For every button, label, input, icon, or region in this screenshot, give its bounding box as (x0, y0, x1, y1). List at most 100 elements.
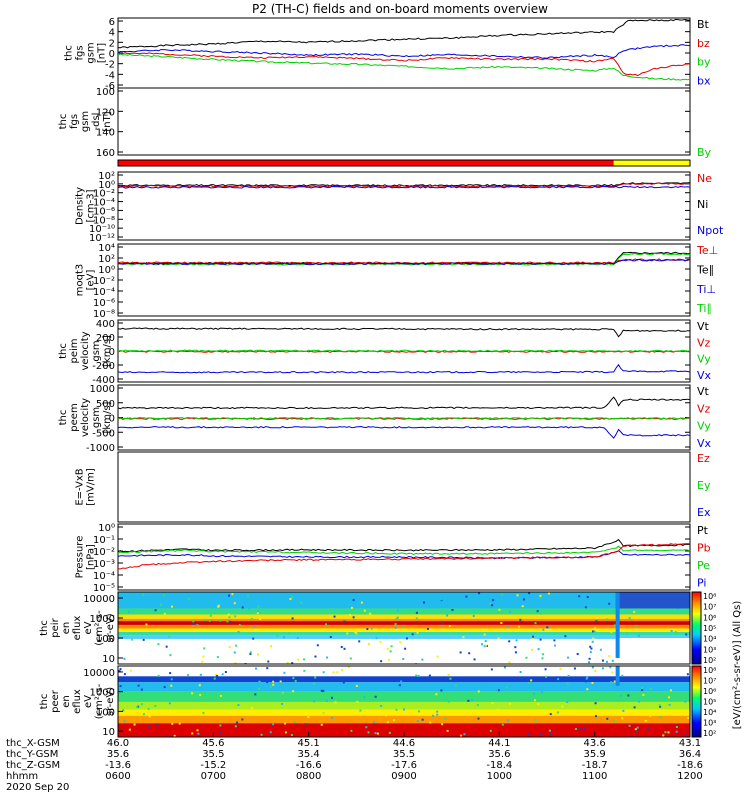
y-axis-label: thc (58, 114, 69, 130)
legend-entry: Npot (697, 224, 724, 237)
y-axis-label: [nPa] (86, 544, 97, 570)
flux-speckle (490, 668, 493, 671)
flux-speckle (347, 666, 350, 669)
y-axis-label: gsm (86, 42, 97, 63)
flux-speckle (621, 674, 624, 677)
flux-speckle (395, 708, 398, 711)
flux-speckle (219, 694, 222, 697)
flux-speckle (491, 702, 494, 705)
flux-speckle (548, 729, 551, 732)
flux-speckle (656, 679, 659, 682)
y-axis-label: eV (83, 695, 94, 708)
flux-speckle (196, 729, 199, 732)
energy-band (118, 691, 690, 702)
series-line (118, 349, 690, 353)
flux-speckle (366, 628, 369, 631)
flux-speckle (159, 603, 162, 606)
flux-speckle (128, 728, 131, 731)
energy-band (118, 701, 690, 710)
flux-speckle (489, 729, 492, 732)
flux-speckle (564, 635, 567, 638)
series-group (118, 18, 690, 81)
flux-speckle (169, 734, 172, 737)
y-axis-label: (cm²-s- (94, 683, 105, 719)
flux-speckle (528, 592, 531, 595)
flux-speckle (683, 695, 686, 698)
flux-speckle (628, 724, 631, 727)
y-tick-label: 200 (96, 333, 115, 344)
flux-speckle (644, 719, 647, 722)
legend-entry: Ex (697, 506, 711, 519)
flux-speckle (307, 715, 310, 718)
flux-speckle (165, 597, 168, 600)
flux-speckle (508, 640, 511, 643)
flux-speckle (216, 674, 219, 677)
flux-speckle (350, 606, 353, 609)
flux-speckle (530, 648, 533, 651)
flux-speckle (525, 656, 528, 659)
flux-speckle (404, 647, 407, 650)
flux-speckle (505, 686, 508, 689)
flux-speckle (322, 689, 325, 692)
flux-speckle (484, 640, 487, 643)
legend-entry: bz (697, 37, 710, 50)
x-tick-label: 0900 (391, 771, 416, 782)
flux-speckle (668, 703, 671, 706)
y-tick-label: 10² (98, 171, 115, 182)
flux-speckle (592, 637, 595, 640)
series-line (118, 53, 690, 81)
series-group (118, 538, 690, 570)
flux-speckle (606, 717, 609, 720)
flux-speckle (422, 710, 425, 713)
flux-speckle (398, 606, 401, 609)
y-tick-label: -400 (92, 375, 115, 386)
flux-speckle (417, 675, 420, 678)
flux-speckle (435, 693, 438, 696)
flux-speckle (687, 717, 690, 720)
flux-speckle (559, 667, 562, 670)
x-tick-label: -13.6 (105, 760, 131, 771)
flux-speckle (217, 604, 220, 607)
legend-entry: Vy (697, 353, 711, 366)
y-tick-label: 0 (109, 414, 115, 425)
colorbar-tick: 10⁷ (703, 603, 716, 612)
legend-entry: Vz (697, 402, 711, 415)
panel-7: E=-VxB [mV/m] Ez Ey Ex (75, 451, 711, 523)
flux-speckle (187, 597, 190, 600)
energy-band (118, 635, 690, 639)
flux-speckle (231, 593, 234, 596)
flux-speckle (549, 733, 552, 736)
y-axis-label: gsm (91, 340, 102, 361)
y-axis-label: gsm (80, 111, 91, 132)
flux-speckle (677, 683, 680, 686)
flux-speckle (148, 715, 151, 718)
y-axis-label: peim (69, 338, 80, 363)
flux-speckle (294, 720, 297, 723)
flux-speckle (209, 614, 212, 617)
flux-speckle (508, 611, 511, 614)
flux-speckle (506, 625, 509, 628)
panel-2: By (117, 146, 712, 167)
y-axis-label: thc (58, 343, 69, 359)
flux-speckle (266, 681, 269, 684)
flux-speckle (329, 636, 332, 639)
flux-speckle (659, 705, 662, 708)
flux-speckle (664, 731, 667, 734)
colorbar-tick: 10⁵ (703, 698, 716, 707)
x-tick-label: 46.0 (107, 738, 129, 749)
flux-speckle (352, 616, 355, 619)
energy-band (118, 608, 690, 615)
plot-title: P2 (TH-C) fields and on-board moments ov… (252, 2, 548, 16)
y-tick-label: 10000 (83, 594, 115, 605)
flux-speckle (352, 599, 355, 602)
flux-speckle (312, 700, 315, 703)
flux-speckle (400, 680, 403, 683)
flux-speckle (224, 671, 227, 674)
x-tick-label: -18.7 (582, 760, 608, 771)
flux-speckle (396, 616, 399, 619)
flux-speckle (561, 705, 564, 708)
energy-band (118, 621, 690, 625)
flux-speckle (638, 700, 641, 703)
flux-speckle (349, 657, 352, 660)
